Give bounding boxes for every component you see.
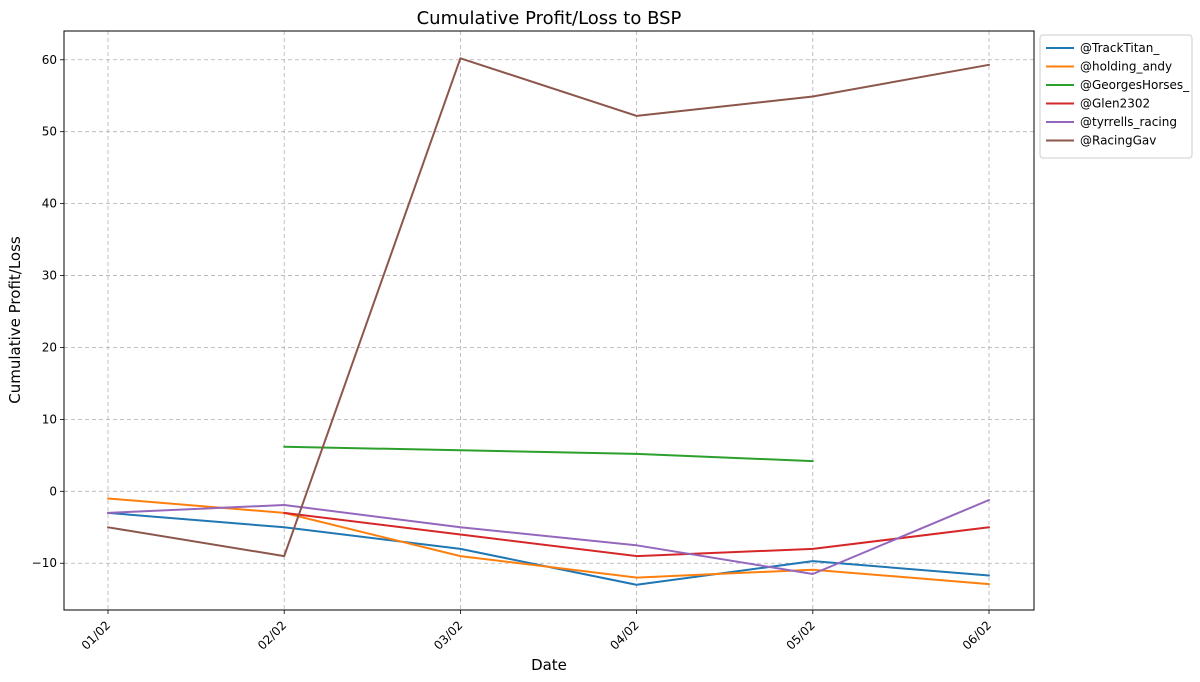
series-line-3 [283,511,990,558]
chart-title: Cumulative Profit/Loss to BSP [417,8,682,29]
y-axis-label: Cumulative Profit/Loss [6,236,24,404]
y-tick-label: 20 [42,340,57,354]
legend-entry: @GeorgesHorses_ [1080,78,1190,92]
legend-entry: @tyrrells_racing [1080,115,1177,129]
y-tick-label: 30 [42,269,57,283]
series-line-4 [107,499,990,575]
y-axis-ticks: −10 0 10 20 30 40 50 60 [32,53,64,570]
legend: @TrackTitan_ @holding_andy @GeorgesHorses_… [1039,34,1193,159]
plot-frame [63,30,1035,611]
x-tick-label: 05/02 [784,618,818,652]
y-tick-label: 10 [42,412,57,426]
grid [64,31,1034,610]
legend-entry: @holding_andy [1080,60,1172,74]
y-tick-label: −10 [32,556,57,570]
legend-entry: @RacingGav [1080,134,1156,148]
series-line-2 [283,445,814,463]
legend-entry: @Glen2302 [1080,97,1150,111]
legend-box [1039,34,1193,159]
y-tick-label: 0 [49,484,57,498]
y-tick-label: 40 [42,197,57,211]
series-line-1 [107,497,990,586]
x-axis-label: Date [531,656,567,674]
x-axis-ticks: 01/02 02/02 03/02 04/02 05/02 06/02 [79,610,994,653]
y-tick-label: 60 [42,53,57,67]
y-tick-label: 50 [42,125,57,139]
series-lines [107,57,990,586]
series-line-5 [107,57,990,558]
legend-entry: @TrackTitan_ [1080,41,1160,55]
x-tick-label: 03/02 [431,618,465,652]
x-tick-label: 06/02 [960,618,994,652]
x-tick-label: 02/02 [255,618,289,652]
x-tick-label: 04/02 [607,618,641,652]
x-tick-label: 01/02 [79,618,113,652]
